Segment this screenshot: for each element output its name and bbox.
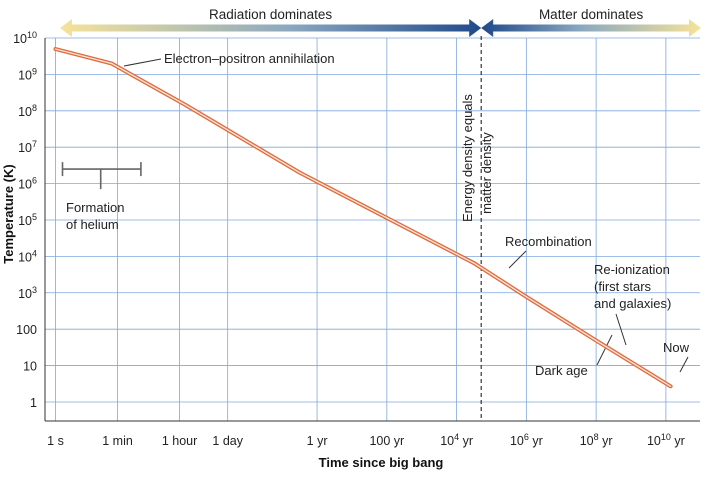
reionization-leader xyxy=(615,313,627,346)
reionization-label-line1: Re-ionization xyxy=(594,262,670,277)
x-tick-label: 108 yr xyxy=(580,432,613,448)
x-tick-label: 1010 yr xyxy=(647,432,685,448)
matter-era-arrow xyxy=(481,19,701,37)
x-tick-label: 1 hour xyxy=(162,434,197,448)
dark-age-label: Dark age xyxy=(535,363,588,378)
now-label: Now xyxy=(663,340,690,355)
dark-age-leader xyxy=(596,334,613,366)
x-axis-label: Time since big bang xyxy=(319,455,444,470)
equality-label-line2: matter density xyxy=(479,132,494,214)
y-tick-label: 105 xyxy=(18,212,37,228)
y-tick-label: 1 xyxy=(30,396,37,410)
x-tick-label: 1 yr xyxy=(307,434,328,448)
reionization-label-line3: and galaxies) xyxy=(594,296,671,311)
plot-frame xyxy=(44,38,700,422)
grid xyxy=(45,37,700,421)
matter-era-label: Matter dominates xyxy=(539,7,644,22)
helium-label-line2: of helium xyxy=(66,217,119,232)
temperature-curve-core xyxy=(54,48,672,387)
reionization-label-line2: (first stars xyxy=(594,279,652,294)
radiation-era-label: Radiation dominates xyxy=(209,7,332,22)
era-arrows: Radiation dominates Matter dominates xyxy=(60,7,701,37)
temperature-curve-outline xyxy=(53,47,673,389)
temperature-curve xyxy=(53,47,673,389)
recombination-leader xyxy=(508,250,527,269)
x-tick-label: 1 day xyxy=(212,434,243,448)
y-tick-label: 104 xyxy=(18,248,37,264)
annihilation-label: Electron–positron annihilation xyxy=(164,51,335,66)
x-tick-label: 1 min xyxy=(102,434,133,448)
radiation-era-arrow xyxy=(60,19,482,37)
x-tick-label: 104 yr xyxy=(440,432,473,448)
helium-label-line1: Formation xyxy=(66,200,125,215)
tick-labels: 1 s 1 min 1 hour 1 day 1 yr 100 yr 104 yr 106 y… xyxy=(13,30,685,448)
recombination-label: Recombination xyxy=(505,234,592,249)
y-tick-label: 107 xyxy=(18,139,37,155)
now-leader xyxy=(679,356,689,373)
y-tick-label: 10 xyxy=(23,360,37,374)
annotations: Energy density equals matter density Forma… xyxy=(61,36,690,421)
x-tick-label: 1 s xyxy=(47,434,64,448)
y-tick-label: 100 xyxy=(16,323,37,337)
y-tick-label: 109 xyxy=(18,66,37,82)
y-tick-label: 106 xyxy=(18,176,37,192)
y-tick-label: 108 xyxy=(18,103,37,119)
annihilation-leader xyxy=(123,58,162,67)
y-tick-label: 103 xyxy=(18,285,37,301)
equality-label-line1: Energy density equals xyxy=(460,94,475,222)
y-axis-label: Temperature (K) xyxy=(1,164,16,263)
x-tick-label: 100 yr xyxy=(369,434,404,448)
y-tick-label: 1010 xyxy=(13,30,37,46)
x-tick-label: 106 yr xyxy=(510,432,543,448)
